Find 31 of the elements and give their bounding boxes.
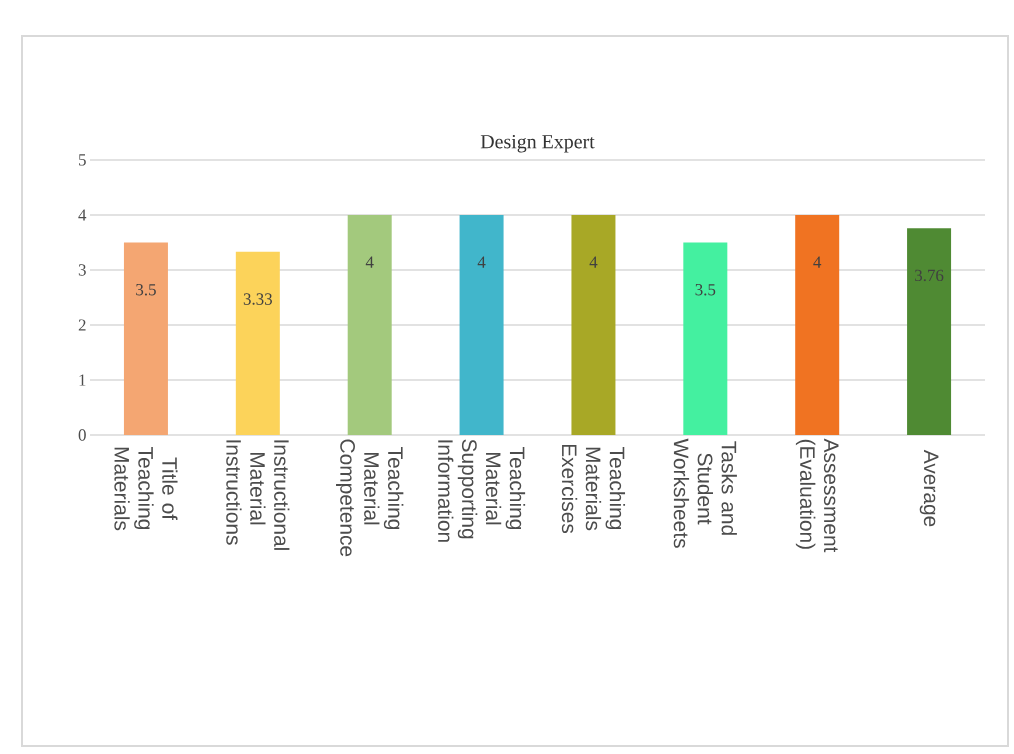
y-tick-label: 0 bbox=[78, 429, 86, 441]
bar bbox=[123, 242, 168, 435]
data-label: 4 bbox=[365, 256, 374, 268]
x-tick-label: Teaching Material Supporting Information bbox=[438, 439, 526, 542]
bar bbox=[235, 251, 280, 435]
y-tick-label: 2 bbox=[78, 319, 86, 331]
y-tick-label: 4 bbox=[78, 209, 87, 221]
data-label: 3.5 bbox=[136, 284, 156, 296]
data-label: 3.5 bbox=[695, 284, 716, 296]
data-label: 3.76 bbox=[915, 269, 944, 282]
y-tick-label: 3 bbox=[78, 264, 86, 276]
chart-title: Design Expert bbox=[480, 135, 595, 153]
x-tick-label: Title of Teaching Materials bbox=[114, 447, 178, 531]
data-label: 4 bbox=[477, 256, 486, 268]
bar bbox=[571, 214, 616, 435]
x-tick-label: Assessment (Evaluation) bbox=[795, 438, 839, 553]
x-tick-label: Average bbox=[919, 449, 939, 527]
x-tick-label: Teaching Material Competence bbox=[336, 439, 404, 557]
y-tick-label: 1 bbox=[79, 374, 86, 386]
bar bbox=[907, 228, 952, 435]
x-tick-label: Instructional Material Instructions bbox=[226, 440, 290, 550]
bar bbox=[683, 242, 728, 435]
y-tick-label: 5 bbox=[79, 154, 86, 166]
bar bbox=[459, 214, 504, 435]
data-label: 3.33 bbox=[243, 293, 272, 305]
data-label: 4 bbox=[813, 256, 822, 268]
data-label: 4 bbox=[589, 256, 598, 268]
x-tick-label: Tasks and Student Worksheets bbox=[673, 438, 737, 548]
x-tick-label: Teaching Materials Exercises bbox=[561, 444, 626, 534]
bar bbox=[347, 214, 392, 435]
bar bbox=[795, 214, 840, 435]
